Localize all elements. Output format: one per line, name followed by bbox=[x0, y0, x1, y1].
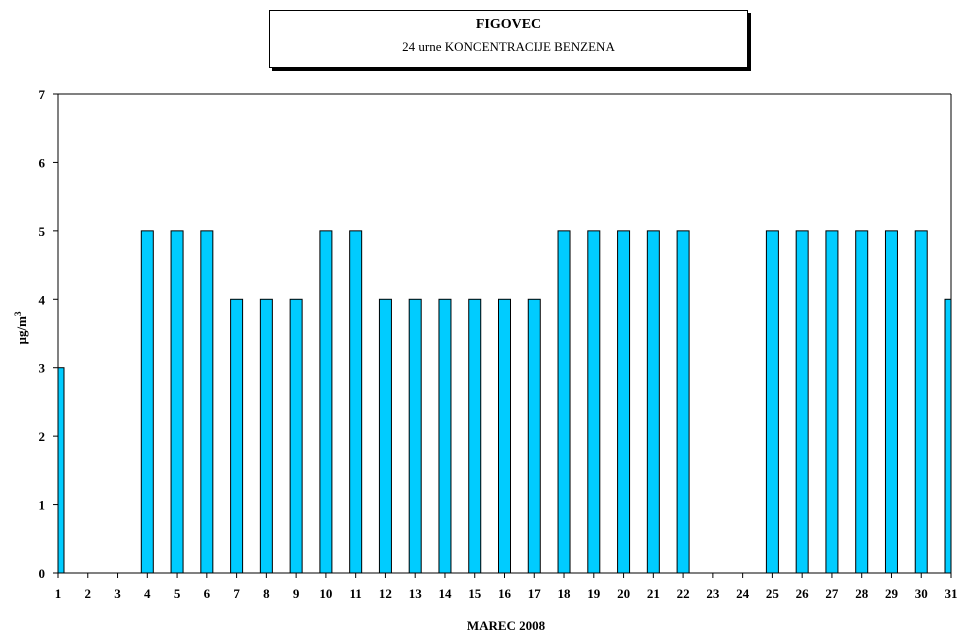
y-tick-label: 2 bbox=[39, 429, 46, 444]
bar-day-11 bbox=[349, 230, 363, 574]
x-tick-label: 13 bbox=[409, 586, 423, 601]
y-tick-label: 6 bbox=[39, 155, 46, 170]
x-tick-label: 4 bbox=[144, 586, 151, 601]
bar-day-28 bbox=[855, 230, 869, 574]
bar-day-10 bbox=[319, 230, 333, 574]
x-tick-label: 30 bbox=[915, 586, 928, 601]
chart-subtitle: 24 urne KONCENTRACIJE BENZENA bbox=[402, 39, 615, 54]
x-tick-label: 27 bbox=[825, 586, 839, 601]
bar-day-15 bbox=[468, 298, 482, 574]
y-tick-label: 7 bbox=[39, 87, 46, 102]
bar-day-12 bbox=[378, 298, 392, 574]
x-tick-label: 21 bbox=[647, 586, 660, 601]
x-tick-label: 29 bbox=[885, 586, 899, 601]
bar-day-9 bbox=[289, 298, 303, 574]
y-axis: 0 1 2 3 4 5 6 7 bbox=[39, 87, 58, 581]
x-axis-label: MAREC 2008 bbox=[467, 618, 546, 633]
bar-day-20 bbox=[617, 230, 631, 574]
x-tick-label: 26 bbox=[796, 586, 810, 601]
x-tick-label: 22 bbox=[677, 586, 690, 601]
bar-day-13 bbox=[408, 298, 422, 574]
x-tick-label: 31 bbox=[945, 586, 958, 601]
bar-day-25 bbox=[765, 230, 779, 574]
x-tick-label: 17 bbox=[528, 586, 542, 601]
y-tick-label: 5 bbox=[39, 224, 46, 239]
bar-day-1 bbox=[57, 367, 65, 574]
bar-day-6 bbox=[200, 230, 214, 574]
bar-day-31 bbox=[944, 298, 952, 574]
bar-day-16 bbox=[498, 298, 511, 574]
x-tick-label: 2 bbox=[85, 586, 92, 601]
chart-title: FIGOVEC bbox=[475, 17, 542, 32]
bar-day-26 bbox=[795, 230, 809, 574]
x-tick-label: 28 bbox=[855, 586, 869, 601]
x-axis: 1 2 3 4 5 6 7 8 9 10 11 12 13 14 15 16 17 18 19 20 21 22 23 24 2… bbox=[55, 573, 958, 601]
y-tick-label: 1 bbox=[39, 498, 46, 513]
y-axis-label: µg/m3 bbox=[13, 311, 29, 344]
x-tick-label: 10 bbox=[319, 586, 332, 601]
bar-day-30 bbox=[914, 230, 928, 574]
bar-day-4 bbox=[140, 230, 154, 574]
bar-day-5 bbox=[170, 230, 184, 574]
bar-day-7 bbox=[230, 298, 244, 574]
bar-day-21 bbox=[646, 230, 660, 574]
bar-day-19 bbox=[587, 230, 601, 574]
chart-title-box: FIGOVEC 24 urne KONCENTRACIJE BENZENA bbox=[269, 10, 748, 68]
y-tick-label: 0 bbox=[39, 566, 46, 581]
x-tick-label: 3 bbox=[114, 586, 121, 601]
x-tick-label: 23 bbox=[706, 586, 720, 601]
x-tick-label: 14 bbox=[438, 586, 452, 601]
bar-day-27 bbox=[825, 230, 839, 574]
x-tick-label: 18 bbox=[558, 586, 572, 601]
x-tick-label: 6 bbox=[204, 586, 211, 601]
y-tick-label: 4 bbox=[39, 292, 46, 307]
y-axis-label-exponent: 3 bbox=[13, 311, 23, 316]
x-tick-label: 24 bbox=[736, 586, 750, 601]
bar-day-8 bbox=[259, 298, 273, 574]
x-tick-label: 9 bbox=[293, 586, 300, 601]
x-tick-label: 25 bbox=[766, 586, 780, 601]
bar-day-17 bbox=[527, 298, 541, 574]
x-tick-label: 5 bbox=[174, 586, 181, 601]
bar-day-29 bbox=[884, 230, 898, 574]
x-tick-label: 12 bbox=[379, 586, 392, 601]
x-tick-label: 16 bbox=[498, 586, 512, 601]
x-tick-label: 15 bbox=[468, 586, 482, 601]
bar-day-18 bbox=[557, 230, 571, 574]
y-axis-label-unit: µg/m bbox=[14, 316, 29, 345]
bar-day-14 bbox=[438, 298, 452, 574]
bars bbox=[57, 230, 952, 574]
y-tick-label: 3 bbox=[39, 361, 46, 376]
x-tick-label: 1 bbox=[55, 586, 62, 601]
x-tick-label: 19 bbox=[587, 586, 601, 601]
x-tick-label: 7 bbox=[233, 586, 240, 601]
x-tick-label: 8 bbox=[263, 586, 270, 601]
x-tick-label: 20 bbox=[617, 586, 630, 601]
bar-day-22 bbox=[676, 230, 690, 574]
x-tick-label: 11 bbox=[350, 586, 362, 601]
